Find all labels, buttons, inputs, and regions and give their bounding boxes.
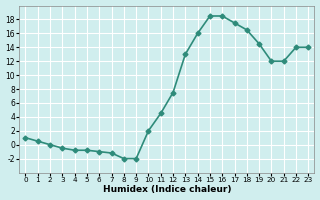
X-axis label: Humidex (Indice chaleur): Humidex (Indice chaleur)	[103, 185, 231, 194]
